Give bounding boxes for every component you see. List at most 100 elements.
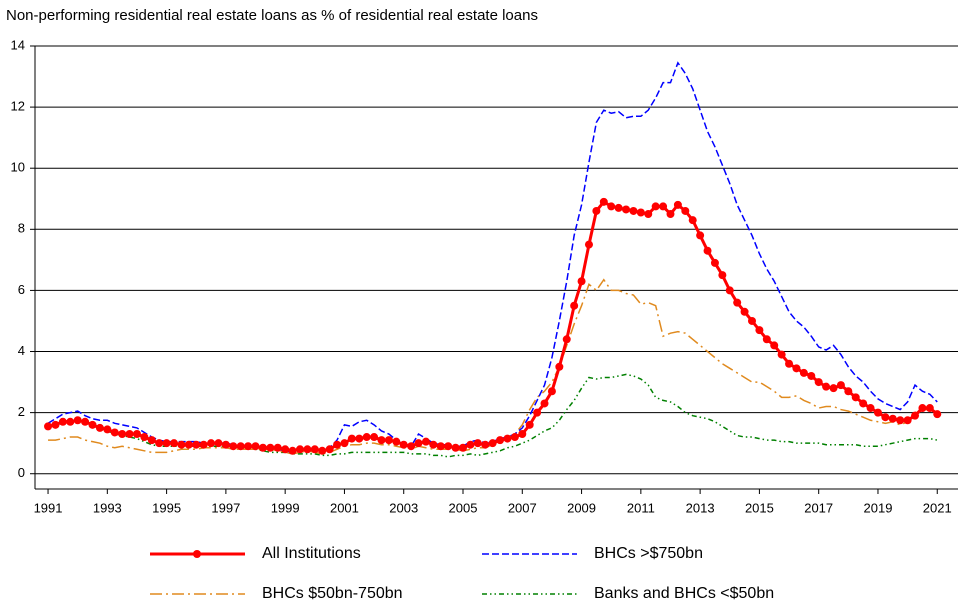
point bbox=[785, 359, 794, 368]
point bbox=[392, 437, 401, 446]
point bbox=[399, 440, 408, 449]
point bbox=[844, 387, 853, 396]
point bbox=[44, 422, 53, 431]
legend-text: BHCs $50bn-750bn bbox=[262, 585, 403, 602]
point bbox=[525, 420, 534, 429]
series-line bbox=[48, 278, 938, 455]
point bbox=[725, 286, 734, 295]
point bbox=[377, 436, 386, 445]
point bbox=[911, 411, 920, 420]
point bbox=[288, 446, 297, 455]
point bbox=[636, 208, 645, 217]
point bbox=[762, 335, 771, 344]
y-tick-label: 14 bbox=[11, 37, 25, 52]
point bbox=[51, 420, 60, 429]
x-tick-label: 2021 bbox=[923, 500, 952, 515]
legend-marker bbox=[193, 550, 201, 558]
point bbox=[696, 231, 705, 240]
point bbox=[933, 410, 942, 419]
point bbox=[258, 443, 267, 452]
point bbox=[903, 416, 912, 425]
point bbox=[866, 404, 875, 413]
point bbox=[251, 442, 260, 451]
point bbox=[333, 440, 342, 449]
point bbox=[496, 436, 505, 445]
point bbox=[747, 316, 756, 325]
point bbox=[451, 443, 460, 452]
point bbox=[570, 301, 579, 310]
point bbox=[370, 433, 379, 442]
point bbox=[592, 206, 601, 215]
legend-text: BHCs >$750bn bbox=[594, 545, 703, 562]
point bbox=[444, 442, 453, 451]
point bbox=[577, 277, 586, 286]
x-tick-label: 2015 bbox=[745, 500, 774, 515]
point bbox=[199, 440, 208, 449]
point bbox=[125, 430, 134, 439]
point bbox=[132, 430, 141, 439]
point bbox=[221, 440, 230, 449]
chart-title: Non-performing residential real estate l… bbox=[6, 7, 538, 24]
point bbox=[407, 442, 416, 451]
point bbox=[110, 428, 119, 437]
x-tick-label: 1993 bbox=[93, 500, 122, 515]
x-tick-label: 1991 bbox=[34, 500, 63, 515]
x-tick-label: 2005 bbox=[449, 500, 478, 515]
point bbox=[807, 371, 816, 380]
point bbox=[281, 445, 290, 454]
legend-text: Banks and BHCs <$50bn bbox=[594, 585, 774, 602]
point bbox=[681, 206, 690, 215]
point bbox=[473, 439, 482, 448]
point bbox=[118, 430, 127, 439]
point bbox=[822, 382, 831, 391]
point bbox=[244, 442, 253, 451]
point bbox=[192, 440, 201, 449]
point bbox=[740, 307, 749, 316]
point bbox=[547, 387, 556, 396]
x-tick-label: 2019 bbox=[864, 500, 893, 515]
point bbox=[651, 202, 660, 211]
point bbox=[533, 408, 542, 417]
point bbox=[162, 439, 171, 448]
point bbox=[147, 436, 156, 445]
point bbox=[303, 445, 312, 454]
point bbox=[607, 202, 616, 211]
point bbox=[384, 436, 393, 445]
point bbox=[155, 439, 164, 448]
x-tick-label: 2017 bbox=[804, 500, 833, 515]
point bbox=[629, 206, 638, 215]
point bbox=[851, 393, 860, 402]
point bbox=[273, 443, 282, 452]
point bbox=[918, 404, 927, 413]
x-tick-label: 2003 bbox=[389, 500, 418, 515]
point bbox=[755, 326, 764, 335]
y-tick-label: 4 bbox=[18, 343, 25, 358]
point bbox=[347, 434, 356, 443]
point bbox=[318, 446, 327, 455]
point bbox=[73, 416, 82, 425]
point bbox=[584, 240, 593, 249]
point bbox=[481, 440, 490, 449]
point bbox=[836, 381, 845, 390]
point bbox=[229, 442, 238, 451]
point bbox=[340, 439, 349, 448]
point bbox=[214, 439, 223, 448]
point bbox=[266, 443, 275, 452]
point bbox=[81, 417, 90, 426]
point bbox=[859, 399, 868, 408]
x-tick-label: 2009 bbox=[567, 500, 596, 515]
point bbox=[66, 417, 75, 426]
x-tick-label: 1995 bbox=[152, 500, 181, 515]
point bbox=[673, 200, 682, 209]
y-tick-label: 8 bbox=[18, 221, 25, 236]
x-tick-label: 2007 bbox=[508, 500, 537, 515]
point bbox=[599, 197, 608, 206]
point bbox=[925, 404, 934, 413]
point bbox=[614, 203, 623, 212]
point bbox=[622, 205, 631, 214]
point bbox=[777, 350, 786, 359]
point bbox=[466, 440, 475, 449]
point bbox=[95, 423, 104, 432]
x-tick-label: 2011 bbox=[627, 500, 655, 515]
point bbox=[562, 335, 571, 344]
